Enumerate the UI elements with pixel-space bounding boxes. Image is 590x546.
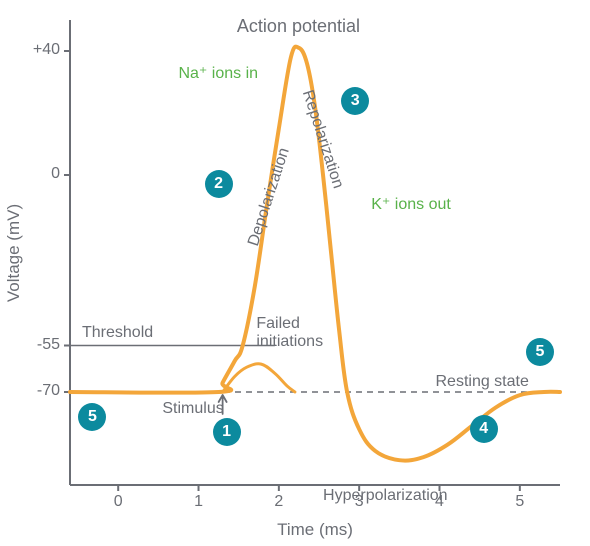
failed-initiation-curve [223,364,295,392]
xtick-label: 3 [355,493,364,511]
y-axis-label: Voltage (mV) [4,203,24,301]
x-axis-label: Time (ms) [277,520,353,540]
action-potential-curve [70,47,560,461]
stimulus-arrow-icon [219,395,227,414]
ytick-label: -55 [20,336,60,354]
ytick-label: 0 [20,165,60,183]
ytick-label: +40 [20,41,60,59]
xtick-label: 4 [435,493,444,511]
action-potential-chart [0,0,590,546]
xtick-label: 0 [114,493,123,511]
xtick-label: 1 [194,493,203,511]
ytick-label: -70 [20,382,60,400]
xtick-label: 2 [274,493,283,511]
xtick-label: 5 [515,493,524,511]
